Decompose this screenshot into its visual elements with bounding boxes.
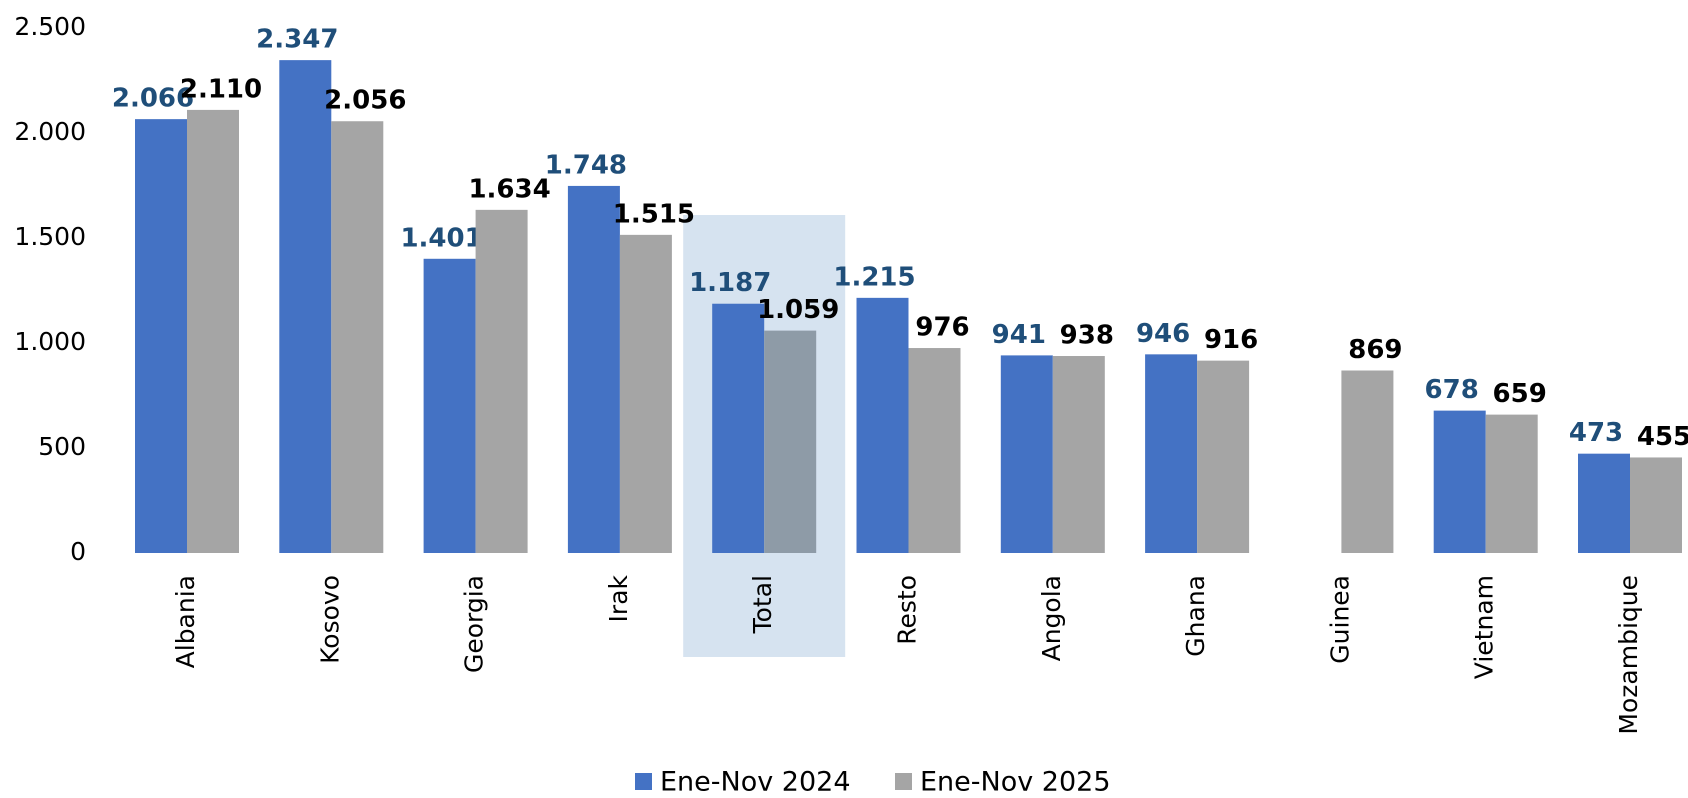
value-label: 2.056 xyxy=(324,86,406,116)
x-tick-label: Total xyxy=(748,575,777,634)
y-tick-label: 2.000 xyxy=(14,117,86,146)
x-tick-label: Mozambique xyxy=(1614,575,1643,735)
value-label: 941 xyxy=(992,320,1046,350)
bar xyxy=(135,119,187,553)
bar xyxy=(908,348,961,553)
value-label: 1.187 xyxy=(689,268,771,298)
bar xyxy=(1630,457,1682,553)
bar xyxy=(619,234,672,553)
x-tick-label: Vietnam xyxy=(1470,575,1499,679)
value-label: 1.401 xyxy=(400,223,482,253)
value-label: 678 xyxy=(1425,375,1479,405)
x-tick-label: Albania xyxy=(171,575,200,668)
bar xyxy=(1145,354,1198,553)
value-label: 916 xyxy=(1204,325,1258,355)
legend-swatch xyxy=(635,773,652,790)
legend-label: Ene-Nov 2024 xyxy=(660,767,851,798)
bar xyxy=(1485,414,1538,553)
value-label: 1.634 xyxy=(468,174,550,204)
bar xyxy=(856,297,909,553)
bar xyxy=(423,258,476,553)
value-label: 659 xyxy=(1493,379,1547,409)
y-tick-label: 1.500 xyxy=(14,222,86,251)
bar xyxy=(187,109,239,554)
value-label: 2.347 xyxy=(256,25,338,55)
value-label: 2.110 xyxy=(180,74,262,104)
value-label: 1.748 xyxy=(545,150,627,180)
bar xyxy=(1052,356,1105,553)
x-tick-label: Kosovo xyxy=(315,575,344,664)
bar xyxy=(567,185,620,554)
value-label: 1.515 xyxy=(613,199,695,229)
bar xyxy=(712,303,765,553)
y-tick-label: 1.000 xyxy=(14,327,86,356)
value-label: 2.066 xyxy=(112,84,194,114)
bar xyxy=(331,121,384,554)
bar xyxy=(1341,370,1394,553)
value-label: 869 xyxy=(1348,335,1402,365)
bar xyxy=(279,60,332,553)
legend-swatch xyxy=(895,773,912,790)
value-label: 455 xyxy=(1637,422,1688,452)
value-label: 938 xyxy=(1060,321,1114,351)
value-label: 1.059 xyxy=(757,295,839,325)
bar xyxy=(475,209,528,554)
bar xyxy=(1433,410,1486,553)
x-tick-label: Georgia xyxy=(460,575,489,673)
bar xyxy=(1578,453,1630,553)
x-tick-label: Guinea xyxy=(1325,575,1354,664)
value-label: 946 xyxy=(1136,319,1190,349)
x-tick-label: Ghana xyxy=(1181,575,1210,657)
y-tick-label: 500 xyxy=(38,432,86,461)
x-tick-label: Angola xyxy=(1037,575,1066,661)
value-label: 976 xyxy=(915,313,969,343)
bar xyxy=(764,330,817,553)
x-tick-label: Irak xyxy=(604,574,633,622)
x-tick-label: Resto xyxy=(893,575,922,645)
bar xyxy=(1197,360,1250,553)
bar xyxy=(1000,355,1053,553)
value-label: 473 xyxy=(1569,418,1623,448)
y-tick-label: 2.500 xyxy=(14,12,86,41)
legend-label: Ene-Nov 2025 xyxy=(920,767,1111,798)
y-tick-label: 0 xyxy=(70,537,86,566)
value-label: 1.215 xyxy=(833,262,915,292)
